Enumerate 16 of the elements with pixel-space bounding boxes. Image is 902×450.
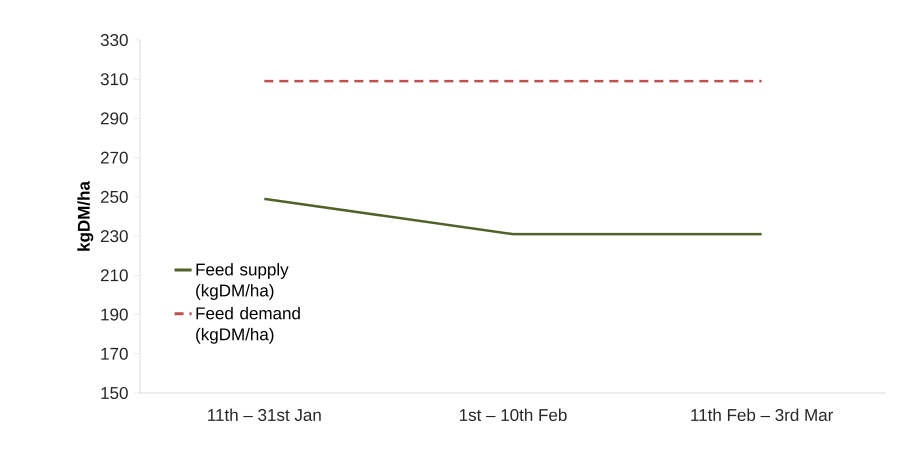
x-tick-label: 11th Feb – 3rd Mar: [691, 408, 834, 422]
y-tick-label: 150: [101, 386, 128, 400]
legend-label: Feed demand (kgDM/ha): [196, 306, 300, 344]
x-tick-label: 11th – 31st Jan: [208, 408, 321, 422]
y-axis-title: kgDM/ha: [77, 180, 94, 251]
y-tick-label: 250: [100, 190, 128, 203]
y-tick-label: 310: [100, 73, 128, 86]
legend-label: Feed supply (kgDM/ha): [196, 263, 289, 300]
y-tick-label: 210: [100, 269, 128, 282]
y-tick-label: 290: [100, 112, 128, 124]
y-tick-label: 170: [101, 348, 128, 360]
y-tick-label: 230: [100, 230, 128, 242]
y-tick-label: 270: [100, 152, 128, 164]
x-tick-label: 1st – 10th Feb: [460, 408, 567, 422]
y-tick-label: 190: [101, 308, 128, 321]
y-tick-label: 330: [100, 34, 128, 46]
